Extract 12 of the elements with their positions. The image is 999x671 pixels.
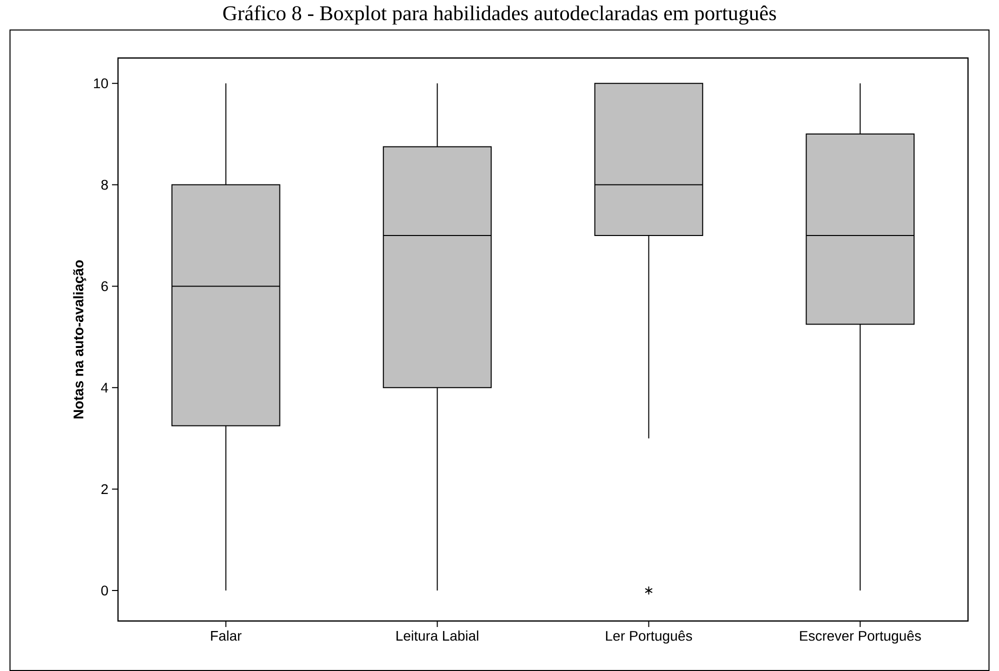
x-tick-label: Falar (211, 630, 242, 641)
y-tick-label: 2 (101, 484, 108, 494)
y-tick-label: 6 (101, 281, 108, 292)
x-tick-label: Ler Português (606, 630, 692, 644)
y-tick-label: 0 (101, 586, 108, 596)
y-tick-label: 10 (94, 78, 108, 88)
chart-title: Gráfico 8 - Boxplot para habilidades autodeclaradas em português (223, 5, 776, 25)
x-tick-label: Leitura Labial (396, 630, 478, 641)
x-tick-label: Escrever Português (800, 630, 921, 644)
y-tick-label: 4 (101, 382, 108, 392)
y-axis-title: Notas na auto-avaliação (73, 260, 86, 418)
y-tick-label: 8 (101, 180, 108, 190)
